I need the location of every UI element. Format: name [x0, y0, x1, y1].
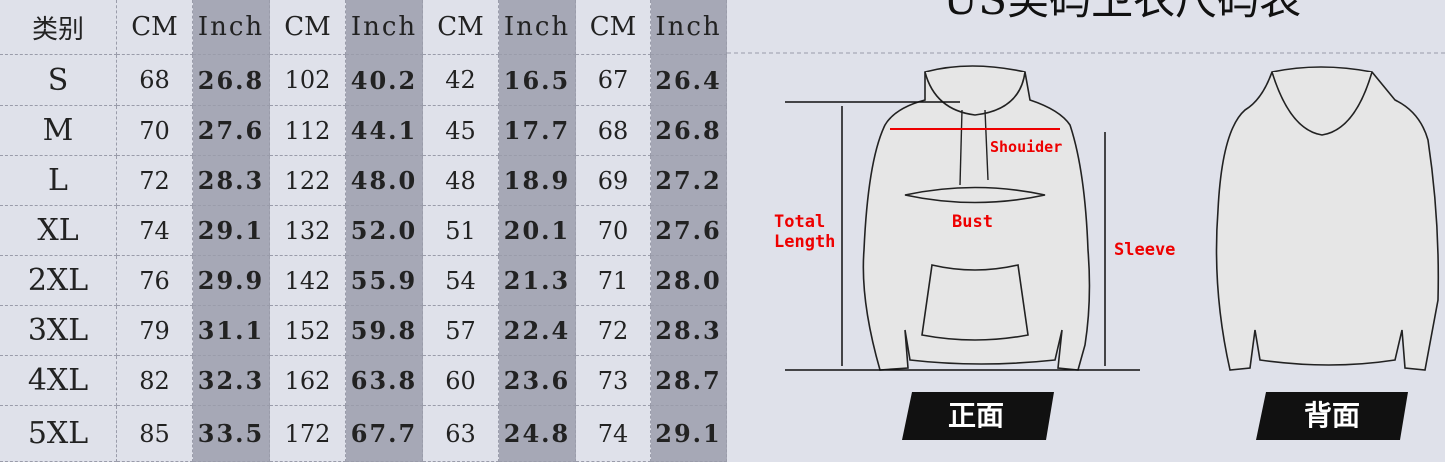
value-cell: 63.8 — [346, 356, 423, 406]
size-cell: S — [0, 55, 117, 106]
value-cell: 74 — [576, 406, 651, 462]
value-cell: 42 — [423, 55, 499, 106]
value-cell: 18.9 — [499, 156, 576, 206]
value-cell: 27.6 — [651, 206, 727, 256]
bust-label: Bust — [952, 212, 993, 232]
diagram-title: US美码卫衣尺码表 — [943, 0, 1301, 24]
value-cell: 71 — [576, 256, 651, 306]
header-cell: 类别 — [0, 0, 117, 55]
value-cell: 44.1 — [346, 106, 423, 156]
value-cell: 23.6 — [499, 356, 576, 406]
value-cell: 72 — [576, 306, 651, 356]
value-cell: 152 — [270, 306, 346, 356]
back-label: 背面 — [1304, 399, 1360, 432]
value-cell: 69 — [576, 156, 651, 206]
value-cell: 17.7 — [499, 106, 576, 156]
value-cell: 70 — [117, 106, 193, 156]
value-cell: 24.8 — [499, 406, 576, 462]
value-cell: 73 — [576, 356, 651, 406]
header-cell: CM — [423, 0, 499, 55]
front-label: 正面 — [948, 399, 1004, 432]
value-cell: 32.3 — [193, 356, 270, 406]
value-cell: 27.6 — [193, 106, 270, 156]
value-cell: 59.8 — [346, 306, 423, 356]
value-cell: 26.8 — [193, 55, 270, 106]
value-cell: 102 — [270, 55, 346, 106]
size-cell: 2XL — [0, 256, 117, 306]
size-cell: L — [0, 156, 117, 206]
value-cell: 76 — [117, 256, 193, 306]
length-label: Total — [774, 212, 825, 232]
value-cell: 55.9 — [346, 256, 423, 306]
value-cell: 26.8 — [651, 106, 727, 156]
value-cell: 20.1 — [499, 206, 576, 256]
size-cell: 4XL — [0, 356, 117, 406]
value-cell: 22.4 — [499, 306, 576, 356]
header-cell: CM — [117, 0, 193, 55]
value-cell: 79 — [117, 306, 193, 356]
value-cell: 67 — [576, 55, 651, 106]
shoulder-label: Shouider — [990, 138, 1062, 156]
value-cell: 28.3 — [193, 156, 270, 206]
value-cell: 29.1 — [651, 406, 727, 462]
size-cell: 3XL — [0, 306, 117, 356]
value-cell: 16.5 — [499, 55, 576, 106]
value-cell: 28.0 — [651, 256, 727, 306]
value-cell: 122 — [270, 156, 346, 206]
value-cell: 29.1 — [193, 206, 270, 256]
value-cell: 142 — [270, 256, 346, 306]
header-cell: Inch — [651, 0, 727, 55]
value-cell: 28.3 — [651, 306, 727, 356]
value-cell: 28.7 — [651, 356, 727, 406]
size-cell: 5XL — [0, 406, 117, 462]
header-cell: CM — [576, 0, 651, 55]
value-cell: 27.2 — [651, 156, 727, 206]
value-cell: 40.2 — [346, 55, 423, 106]
length-label: Length — [774, 232, 835, 252]
value-cell: 132 — [270, 206, 346, 256]
value-cell: 29.9 — [193, 256, 270, 306]
value-cell: 48.0 — [346, 156, 423, 206]
value-cell: 74 — [117, 206, 193, 256]
value-cell: 52.0 — [346, 206, 423, 256]
header-cell: Inch — [346, 0, 423, 55]
value-cell: 31.1 — [193, 306, 270, 356]
value-cell: 33.5 — [193, 406, 270, 462]
value-cell: 45 — [423, 106, 499, 156]
value-cell: 162 — [270, 356, 346, 406]
value-cell: 82 — [117, 356, 193, 406]
value-cell: 51 — [423, 206, 499, 256]
value-cell: 21.3 — [499, 256, 576, 306]
value-cell: 67.7 — [346, 406, 423, 462]
value-cell: 70 — [576, 206, 651, 256]
value-cell: 26.4 — [651, 55, 727, 106]
value-cell: 112 — [270, 106, 346, 156]
header-cell: Inch — [193, 0, 270, 55]
header-cell: CM — [270, 0, 346, 55]
value-cell: 48 — [423, 156, 499, 206]
value-cell: 57 — [423, 306, 499, 356]
size-cell: XL — [0, 206, 117, 256]
value-cell: 54 — [423, 256, 499, 306]
sleeve-label: Sleeve — [1114, 240, 1175, 260]
header-cell: Inch — [499, 0, 576, 55]
value-cell: 68 — [117, 55, 193, 106]
value-cell: 60 — [423, 356, 499, 406]
value-cell: 68 — [576, 106, 651, 156]
size-cell: M — [0, 106, 117, 156]
value-cell: 72 — [117, 156, 193, 206]
